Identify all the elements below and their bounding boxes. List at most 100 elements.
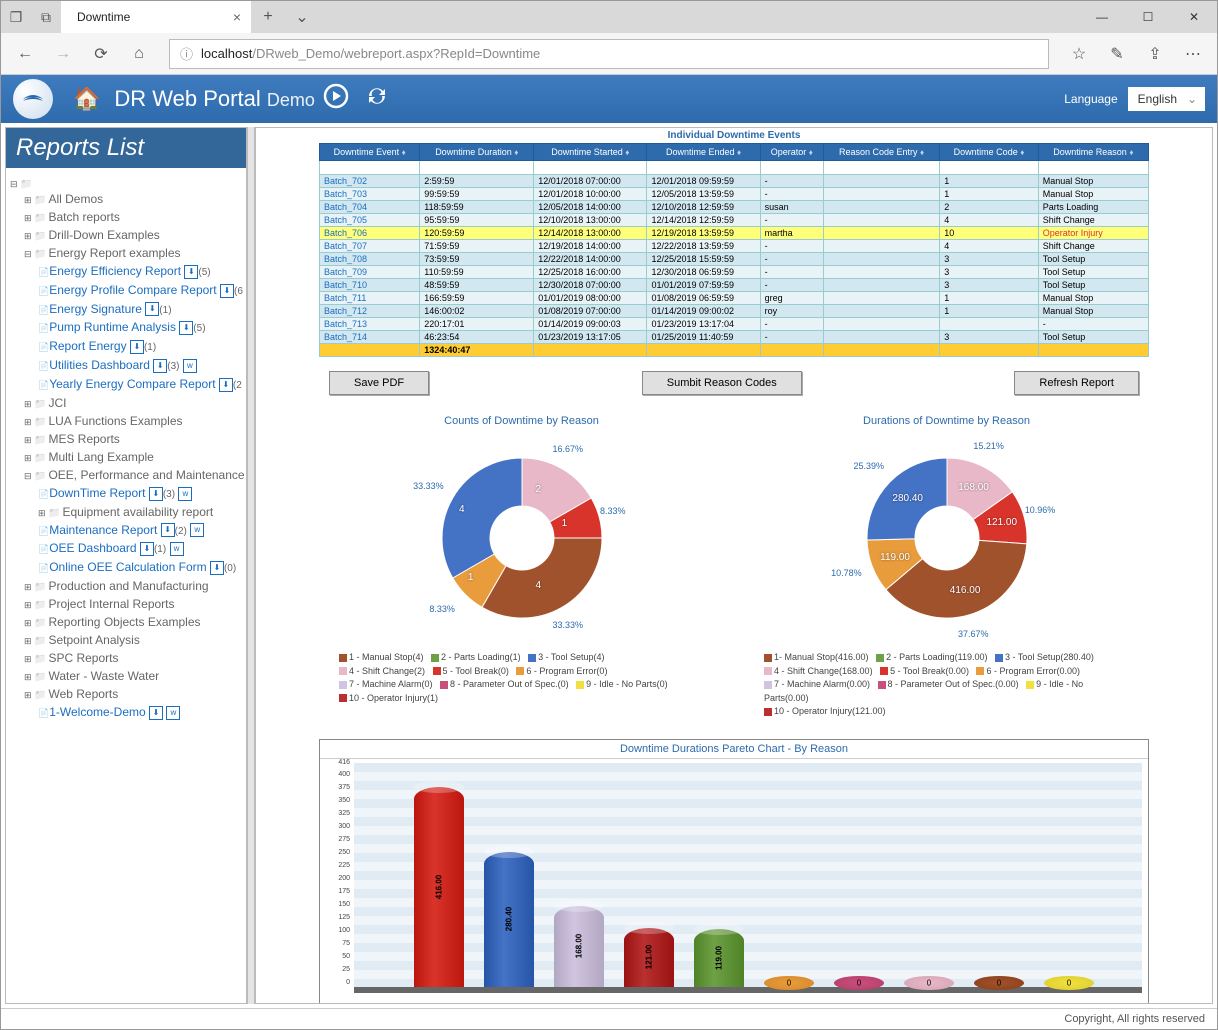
tree-leaf[interactable]: 📄Energy Signature ⬇(1): [38, 300, 242, 319]
table-row[interactable]: Batch_713220:17:0101/14/2019 09:00:0301/…: [320, 318, 1149, 331]
tree-folder[interactable]: ⊞Drill-Down Examples: [24, 226, 242, 244]
table-row[interactable]: Batch_70873:59:5912/22/2018 14:00:0012/2…: [320, 253, 1149, 266]
tab-set-aside-icon[interactable]: ⧉: [31, 1, 61, 33]
tree-folder[interactable]: ⊞Project Internal Reports: [24, 595, 242, 613]
tree-folder[interactable]: ⊞Web Reports: [24, 685, 242, 703]
filter-cell[interactable]: [940, 161, 1038, 175]
tree-folder[interactable]: ⊞Setpoint Analysis: [24, 631, 242, 649]
save-pdf-button[interactable]: Save PDF: [329, 371, 429, 395]
table-row[interactable]: Batch_712146:00:0201/08/2019 07:00:0001/…: [320, 305, 1149, 318]
tab-overlay-icon[interactable]: ❐: [1, 1, 31, 33]
new-tab-button[interactable]: +: [251, 1, 285, 33]
tree-folder[interactable]: ⊞SPC Reports: [24, 649, 242, 667]
table-row[interactable]: Batch_70595:59:5912/10/2018 13:00:0012/1…: [320, 214, 1149, 227]
filter-cell[interactable]: [647, 161, 760, 175]
tree-folder[interactable]: ⊞Batch reports: [24, 208, 242, 226]
tree-folder[interactable]: ⊞Reporting Objects Examples: [24, 613, 242, 631]
submit-reason-codes-button[interactable]: Sumbit Reason Codes: [642, 371, 802, 395]
filter-cell[interactable]: [534, 161, 647, 175]
tree-folder[interactable]: ⊞LUA Functions Examples: [24, 412, 242, 430]
home-button[interactable]: ⌂: [121, 36, 157, 72]
refresh-report-button[interactable]: Refresh Report: [1014, 371, 1139, 395]
window-maximize-button[interactable]: ☐: [1125, 1, 1171, 33]
table-row[interactable]: Batch_711166:59:5901/01/2019 08:00:0001/…: [320, 292, 1149, 305]
filter-cell[interactable]: [320, 161, 420, 175]
table-row[interactable]: Batch_709110:59:5912/25/2018 16:00:0012/…: [320, 266, 1149, 279]
window-close-button[interactable]: ✕: [1171, 1, 1217, 33]
pdf-icon[interactable]: ⬇: [140, 542, 154, 556]
pdf-icon[interactable]: ⬇: [145, 302, 159, 316]
tree-folder[interactable]: ⊞JCI: [24, 394, 242, 412]
splitter-handle[interactable]: [247, 127, 255, 1004]
pdf-icon[interactable]: ⬇: [219, 378, 233, 392]
url-input[interactable]: ⓘ localhost/DRweb_Demo/webreport.aspx?Re…: [169, 39, 1049, 69]
tree-folder[interactable]: ⊞MES Reports: [24, 430, 242, 448]
pdf-icon[interactable]: ⬇: [210, 561, 224, 575]
table-header[interactable]: Downtime Ended ♦: [647, 144, 760, 161]
table-header[interactable]: Downtime Code ♦: [940, 144, 1038, 161]
tree-folder[interactable]: ⊞Production and Manufacturing: [24, 577, 242, 595]
table-header[interactable]: Downtime Duration ♦: [420, 144, 534, 161]
sync-icon[interactable]: [365, 84, 389, 114]
pdf-icon[interactable]: ⬇: [179, 321, 193, 335]
pdf-icon[interactable]: ⬇: [220, 284, 234, 298]
table-header[interactable]: Downtime Started ♦: [534, 144, 647, 161]
table-row[interactable]: Batch_7022:59:5912/01/2018 07:00:0012/01…: [320, 175, 1149, 188]
refresh-button[interactable]: ⟳: [83, 36, 119, 72]
web-icon[interactable]: w: [170, 542, 184, 556]
tree-leaf[interactable]: 📄Energy Profile Compare Report ⬇(6: [38, 281, 242, 300]
tree-leaf[interactable]: 📄Online OEE Calculation Form ⬇(0): [38, 558, 242, 577]
tree-leaf[interactable]: 📄Yearly Energy Compare Report ⬇(2: [38, 375, 242, 394]
tree-leaf[interactable]: 📄Report Energy ⬇(1): [38, 337, 242, 356]
tree-folder[interactable]: ⊞Equipment availability report: [38, 503, 242, 521]
table-row[interactable]: Batch_70399:59:5912/01/2018 10:00:0012/0…: [320, 188, 1149, 201]
filter-cell[interactable]: [823, 161, 939, 175]
tree-leaf[interactable]: 📄OEE Dashboard ⬇(1) w: [38, 539, 242, 558]
table-row[interactable]: Batch_704118:59:5912/05/2018 14:00:0012/…: [320, 201, 1149, 214]
tree-leaf[interactable]: 📄Pump Runtime Analysis ⬇(5): [38, 318, 242, 337]
pdf-icon[interactable]: ⬇: [161, 523, 175, 537]
favorite-button[interactable]: ☆: [1061, 36, 1097, 72]
tree-folder[interactable]: ⊟Energy Report examples: [24, 244, 242, 262]
table-row[interactable]: Batch_71048:59:5912/30/2018 07:00:0001/0…: [320, 279, 1149, 292]
web-icon[interactable]: w: [190, 523, 204, 537]
window-minimize-button[interactable]: —: [1079, 1, 1125, 33]
language-select[interactable]: English: [1128, 87, 1205, 111]
tab-close-icon[interactable]: ×: [233, 9, 241, 25]
filter-cell[interactable]: [1038, 161, 1148, 175]
filter-cell[interactable]: [760, 161, 823, 175]
table-header[interactable]: Reason Code Entry ♦: [823, 144, 939, 161]
tree-folder[interactable]: ⊟OEE, Performance and Maintenance: [24, 466, 242, 484]
tree-leaf[interactable]: 📄1-Welcome-Demo ⬇ w: [38, 703, 242, 722]
tree-folder[interactable]: ⊞All Demos: [24, 190, 242, 208]
play-icon[interactable]: [323, 83, 349, 115]
table-row[interactable]: Batch_71446:23:5401/23/2019 13:17:0501/2…: [320, 331, 1149, 344]
tree-folder[interactable]: ⊞Water - Waste Water: [24, 667, 242, 685]
pdf-icon[interactable]: ⬇: [149, 706, 163, 720]
browser-tab[interactable]: Downtime ×: [61, 1, 251, 33]
table-header[interactable]: Operator ♦: [760, 144, 823, 161]
tree-folder[interactable]: ⊞Multi Lang Example: [24, 448, 242, 466]
web-icon[interactable]: w: [166, 706, 180, 720]
pdf-icon[interactable]: ⬇: [153, 359, 167, 373]
tree-leaf[interactable]: 📄Energy Efficiency Report ⬇(5): [38, 262, 242, 281]
tree-leaf[interactable]: 📄Maintenance Report ⬇(2) w: [38, 521, 242, 540]
pdf-icon[interactable]: ⬇: [184, 265, 198, 279]
table-row[interactable]: Batch_70771:59:5912/19/2018 14:00:0012/2…: [320, 240, 1149, 253]
table-header[interactable]: Downtime Reason ♦: [1038, 144, 1148, 161]
site-info-icon[interactable]: ⓘ: [180, 44, 193, 63]
home-icon[interactable]: 🏠: [73, 86, 100, 112]
tree-leaf[interactable]: 📄Utilities Dashboard ⬇(3) w: [38, 356, 242, 375]
web-icon[interactable]: w: [178, 487, 192, 501]
table-header[interactable]: Downtime Event ♦: [320, 144, 420, 161]
tree-leaf[interactable]: 📄DownTime Report ⬇(3) w: [38, 484, 242, 503]
more-button[interactable]: ⋯: [1175, 36, 1211, 72]
share-button[interactable]: ⇪: [1137, 36, 1173, 72]
pdf-icon[interactable]: ⬇: [149, 487, 163, 501]
back-button[interactable]: ←: [7, 36, 43, 72]
pdf-icon[interactable]: ⬇: [130, 340, 144, 354]
filter-cell[interactable]: [420, 161, 534, 175]
table-row[interactable]: Batch_706120:59:5912/14/2018 13:00:0012/…: [320, 227, 1149, 240]
notes-button[interactable]: ✎: [1099, 36, 1135, 72]
web-icon[interactable]: w: [183, 359, 197, 373]
